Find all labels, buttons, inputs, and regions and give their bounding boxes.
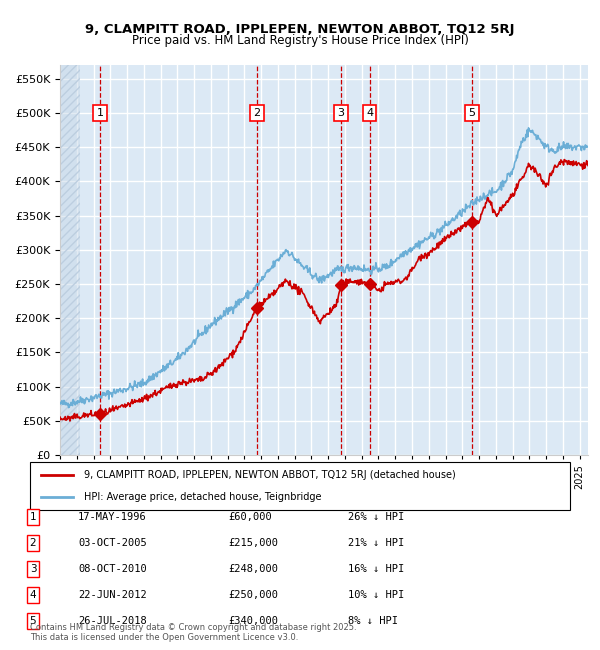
Text: £60,000: £60,000	[228, 512, 272, 522]
Text: Contains HM Land Registry data © Crown copyright and database right 2025.
This d: Contains HM Land Registry data © Crown c…	[30, 623, 356, 642]
Text: 9, CLAMPITT ROAD, IPPLEPEN, NEWTON ABBOT, TQ12 5RJ: 9, CLAMPITT ROAD, IPPLEPEN, NEWTON ABBOT…	[85, 23, 515, 36]
Text: 17-MAY-1996: 17-MAY-1996	[78, 512, 147, 522]
Text: £250,000: £250,000	[228, 590, 278, 600]
Text: 8% ↓ HPI: 8% ↓ HPI	[348, 616, 398, 626]
Text: £215,000: £215,000	[228, 538, 278, 548]
Text: Price paid vs. HM Land Registry's House Price Index (HPI): Price paid vs. HM Land Registry's House …	[131, 34, 469, 47]
Text: 08-OCT-2010: 08-OCT-2010	[78, 564, 147, 574]
Text: £340,000: £340,000	[228, 616, 278, 626]
Text: 22-JUN-2012: 22-JUN-2012	[78, 590, 147, 600]
Text: 2: 2	[253, 108, 260, 118]
Text: £248,000: £248,000	[228, 564, 278, 574]
Text: 3: 3	[338, 108, 344, 118]
Text: 2: 2	[29, 538, 37, 548]
Text: HPI: Average price, detached house, Teignbridge: HPI: Average price, detached house, Teig…	[84, 491, 322, 502]
Text: 3: 3	[29, 564, 37, 574]
Text: 9, CLAMPITT ROAD, IPPLEPEN, NEWTON ABBOT, TQ12 5RJ (detached house): 9, CLAMPITT ROAD, IPPLEPEN, NEWTON ABBOT…	[84, 470, 456, 480]
Text: 1: 1	[97, 108, 103, 118]
Text: 5: 5	[468, 108, 475, 118]
Text: 10% ↓ HPI: 10% ↓ HPI	[348, 590, 404, 600]
Text: 21% ↓ HPI: 21% ↓ HPI	[348, 538, 404, 548]
Text: 5: 5	[29, 616, 37, 626]
Text: 26-JUL-2018: 26-JUL-2018	[78, 616, 147, 626]
Text: 26% ↓ HPI: 26% ↓ HPI	[348, 512, 404, 522]
Text: 4: 4	[29, 590, 37, 600]
FancyBboxPatch shape	[30, 462, 570, 510]
Text: 4: 4	[366, 108, 373, 118]
Text: 1: 1	[29, 512, 37, 522]
Text: 16% ↓ HPI: 16% ↓ HPI	[348, 564, 404, 574]
Text: 03-OCT-2005: 03-OCT-2005	[78, 538, 147, 548]
